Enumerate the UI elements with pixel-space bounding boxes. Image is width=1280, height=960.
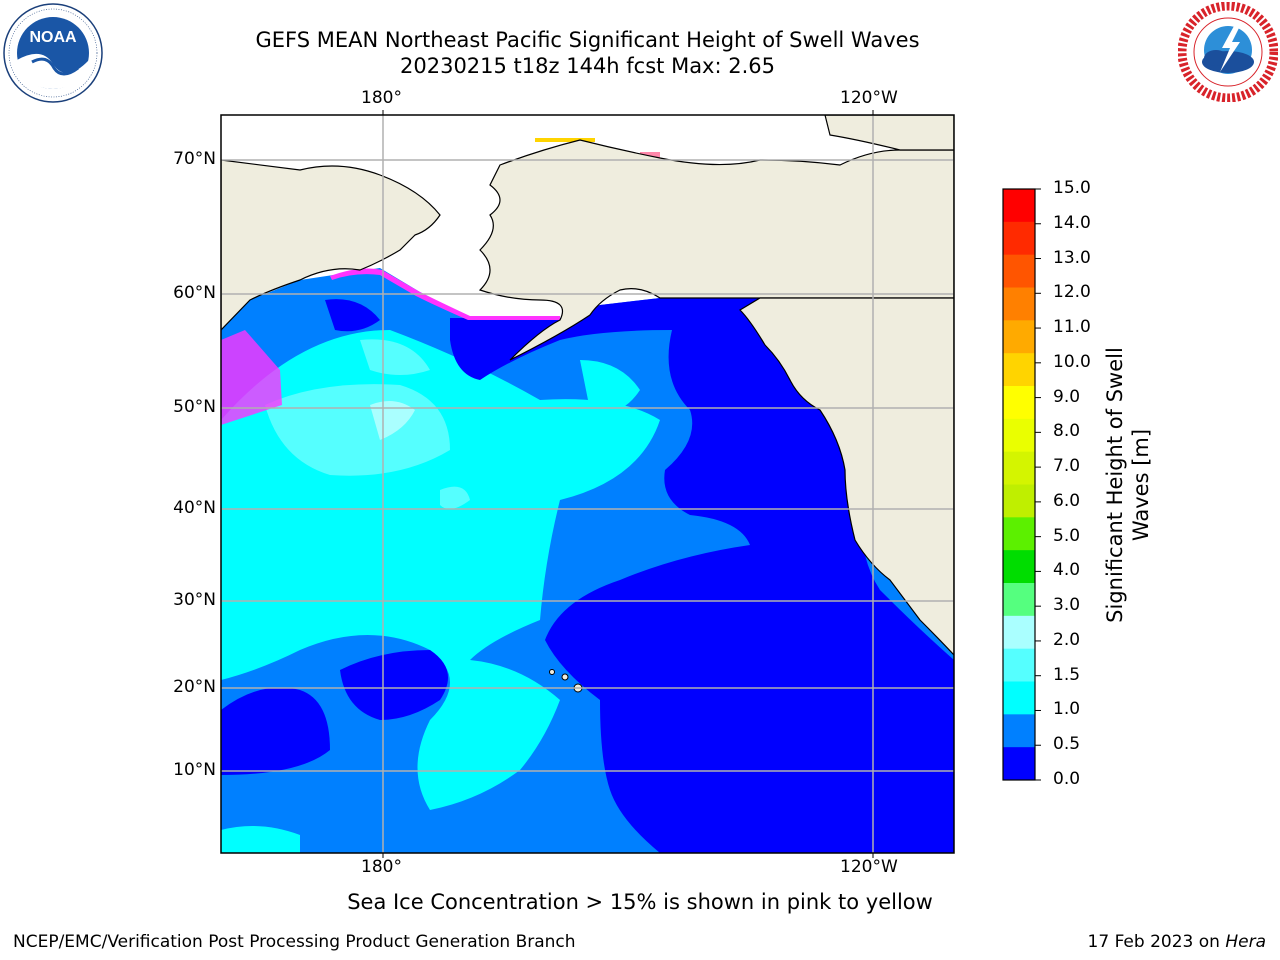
colorbar-block <box>1003 320 1035 354</box>
lat-tick-10n: 10°N <box>173 760 216 780</box>
colorbar-block <box>1003 287 1035 321</box>
lat-tick-70n: 70°N <box>173 149 216 169</box>
colorbar-tick-label: 1.0 <box>1053 699 1081 720</box>
colorbar-tick-label: 0.0 <box>1053 769 1081 789</box>
map-contents <box>221 115 954 853</box>
colorbar-tick-label: 13.0 <box>1053 247 1091 268</box>
colorbar-tick-label: 11.0 <box>1053 317 1091 338</box>
lon-tick-bottom-180: 180° <box>361 857 402 877</box>
colorbar-tick-label: 5.0 <box>1053 525 1081 546</box>
producer-credit: NCEP/EMC/Verification Post Processing Pr… <box>13 932 576 952</box>
chart-subtitle: 20230215 t18z 144h fcst Max: 2.65 <box>400 54 775 78</box>
colorbar-label: Significant Height of Swell Waves [m] <box>1103 347 1153 623</box>
colorbar-tick-label: 9.0 <box>1053 386 1081 407</box>
colorbar-tick-label: 3.0 <box>1053 595 1081 616</box>
colorbar-tick-label: 8.0 <box>1053 421 1081 442</box>
lat-tick-30n: 30°N <box>173 590 216 610</box>
colorbar-tick-label: 6.0 <box>1053 490 1081 511</box>
colorbar-block <box>1003 451 1035 485</box>
lat-tick-40n: 40°N <box>173 498 216 518</box>
sea-ice-note: Sea Ice Concentration > 15% is shown in … <box>347 890 933 914</box>
nws-logo <box>1178 2 1278 102</box>
lon-tick-top-180: 180° <box>361 88 402 108</box>
colorbar-tick-label: 14.0 <box>1053 212 1091 233</box>
lat-tick-50n: 50°N <box>173 397 216 417</box>
colorbar-block <box>1003 254 1035 288</box>
colorbar-tick-label: 15.0 <box>1053 178 1091 198</box>
colorbar-block <box>1003 484 1035 518</box>
colorbar-border <box>1002 188 1036 781</box>
lon-tick-bottom-120w: 120°W <box>840 857 898 877</box>
map-border <box>220 114 955 854</box>
sea-ice-edge <box>330 268 560 320</box>
swell-region-2-3m <box>370 401 415 440</box>
map-gridlines <box>221 115 954 853</box>
colorbar-block <box>1003 189 1035 223</box>
colorbar-block <box>1003 681 1035 715</box>
colorbar-block <box>1003 747 1035 781</box>
colorbar-block <box>1003 714 1035 748</box>
colorbar-tick-label: 0.5 <box>1053 734 1081 755</box>
colorbar-tick-label: 10.0 <box>1053 351 1091 372</box>
noaa-logo: NOAA <box>3 3 103 103</box>
colorbar-block <box>1003 550 1035 584</box>
land-north-america <box>739 297 954 656</box>
chart-title: GEFS MEAN Northeast Pacific Significant … <box>255 28 920 52</box>
colorbar-tick-label: 1.5 <box>1053 664 1081 685</box>
colorbar-block <box>1003 648 1035 682</box>
colorbar-block <box>1003 583 1035 617</box>
colorbar-block <box>1003 221 1035 256</box>
run-date: 17 Feb 2023 on Hera <box>1087 932 1266 952</box>
colorbar-block <box>1003 418 1035 453</box>
colorbar-block <box>1003 615 1035 650</box>
colorbar-block <box>1003 517 1035 551</box>
land-siberia <box>221 159 441 331</box>
colorbar-tick-label: 12.0 <box>1053 282 1091 303</box>
host-name: Hera <box>1225 932 1266 952</box>
lon-tick-top-120w: 120°W <box>840 88 898 108</box>
lat-tick-60n: 60°N <box>173 283 216 303</box>
swell-region-0-0.5m <box>450 298 954 853</box>
colorbar-tick-label: 7.0 <box>1053 456 1081 477</box>
noaa-logo-text: NOAA <box>29 29 77 46</box>
colorbar-block <box>1003 386 1035 420</box>
colorbar-block <box>1003 353 1035 387</box>
lat-tick-20n: 20°N <box>173 677 216 697</box>
colorbar-tick-label: 4.0 <box>1053 560 1081 581</box>
colorbar <box>1003 188 1041 781</box>
colorbar-tick-label: 2.0 <box>1053 629 1081 650</box>
